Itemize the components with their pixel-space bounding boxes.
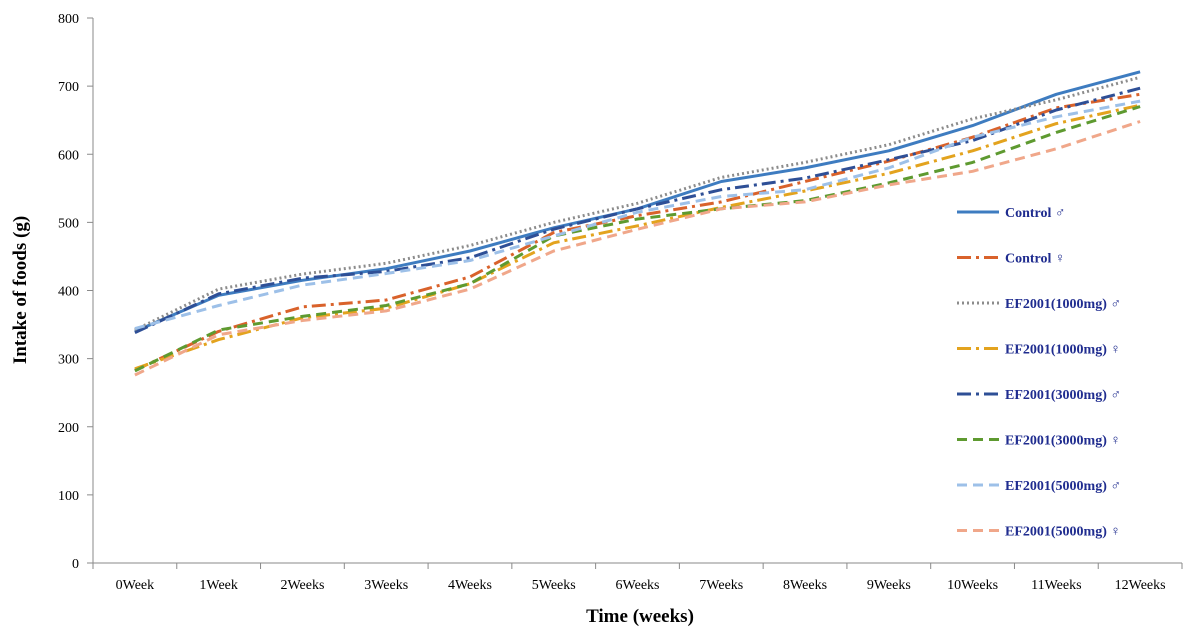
x-tick-label: 10Weeks (947, 578, 998, 593)
series-line-4 (134, 86, 1141, 335)
legend-label-2: EF2001(1000mg) ♂ (1005, 297, 1121, 312)
legend: Control ♂ Control ♀ EF2001(1000mg) ♂ EF2001… (957, 206, 1121, 540)
x-tick-label: 2Weeks (280, 578, 324, 593)
y-tick-label: 100 (58, 489, 79, 504)
y-tick-label: 800 (58, 12, 79, 27)
legend-label-5: EF2001(3000mg) ♀ (1005, 434, 1121, 449)
series-line-2 (134, 75, 1141, 332)
x-axis-title: Time (weeks) (586, 606, 694, 627)
y-tick-label: 600 (58, 148, 79, 163)
x-axis: 0Week 1Week 2Weeks 3Weeks 4Weeks 5Weeks 6Weeks… (92, 562, 1183, 593)
x-tick-label: 8Weeks (783, 578, 827, 593)
x-tick-label: 9Weeks (867, 578, 911, 593)
legend-label-1: Control ♀ (1005, 252, 1065, 267)
series-line-3 (134, 103, 1141, 371)
y-tick-label: 400 (58, 285, 79, 300)
x-tick-label: 0Week (116, 578, 155, 593)
series-line-0 (134, 70, 1141, 333)
x-tick-label: 11Weeks (1031, 578, 1081, 593)
y-axis-title: Intake of foods (g) (10, 216, 31, 364)
x-tick-label: 12Weeks (1115, 578, 1166, 593)
series-line-6 (134, 99, 1141, 331)
series-line-1 (134, 92, 1141, 372)
legend-label-4: EF2001(3000mg) ♂ (1005, 388, 1121, 403)
x-tick-label: 4Weeks (448, 578, 492, 593)
y-tick-label: 0 (72, 557, 79, 572)
x-tick-label: 5Weeks (532, 578, 576, 593)
x-tick-label: 6Weeks (616, 578, 660, 593)
y-tick-label: 300 (58, 353, 79, 368)
legend-label-0: Control ♂ (1005, 206, 1065, 221)
series-lines (134, 70, 1141, 377)
y-tick-label: 700 (58, 80, 79, 95)
x-tick-label: 3Weeks (364, 578, 408, 593)
y-axis: 0 100 200 300 400 500 600 700 800 (58, 12, 94, 572)
legend-label-6: EF2001(5000mg) ♂ (1005, 479, 1121, 494)
y-tick-label: 500 (58, 216, 79, 231)
legend-label-3: EF2001(1000mg) ♀ (1005, 343, 1121, 358)
series-line-7 (134, 120, 1141, 377)
y-tick-label: 200 (58, 421, 79, 436)
x-tick-label: 1Week (199, 578, 238, 593)
x-tick-label: 7Weeks (699, 578, 743, 593)
series-line-5 (134, 105, 1141, 373)
legend-label-7: EF2001(5000mg) ♀ (1005, 525, 1121, 540)
